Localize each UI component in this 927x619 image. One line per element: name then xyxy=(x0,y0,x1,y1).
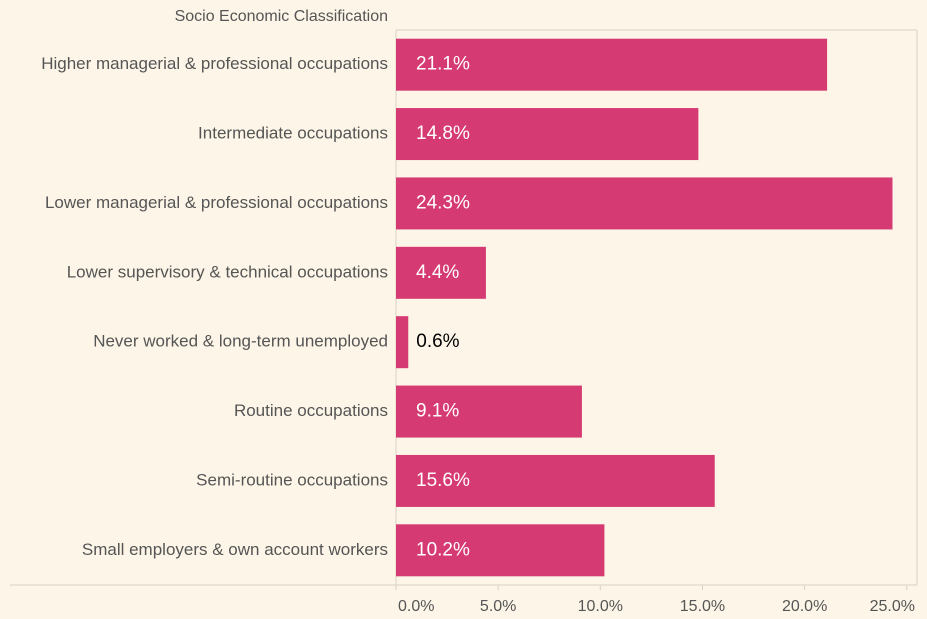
y-axis-title: Socio Economic Classification xyxy=(175,8,388,25)
bar xyxy=(396,524,605,577)
x-tick-label: 15.0% xyxy=(680,598,725,615)
x-tick-label: 0.0% xyxy=(398,598,434,615)
bar xyxy=(396,454,715,507)
data-label: 21.1% xyxy=(416,54,470,75)
data-label: 10.2% xyxy=(416,539,470,560)
y-tick-label: Semi-routine occupations xyxy=(196,470,388,489)
data-label: 24.3% xyxy=(416,192,470,213)
data-label: 15.6% xyxy=(416,470,470,491)
data-label: 4.4% xyxy=(416,262,459,283)
x-tick-label: 10.0% xyxy=(578,598,623,615)
data-label: 9.1% xyxy=(416,401,459,422)
bar xyxy=(396,108,699,161)
y-tick-label: Lower managerial & professional occupati… xyxy=(45,193,388,212)
data-label: 0.6% xyxy=(416,331,459,352)
y-tick-label: Never worked & long-term unemployed xyxy=(93,332,388,351)
bar xyxy=(396,177,893,230)
bar xyxy=(396,246,486,299)
y-tick-label: Small employers & own account workers xyxy=(82,540,388,559)
bar xyxy=(396,316,409,369)
x-tick-label: 25.0% xyxy=(870,598,915,615)
bar xyxy=(396,385,582,438)
x-tick-label: 5.0% xyxy=(480,598,516,615)
y-tick-label: Intermediate occupations xyxy=(198,124,388,143)
bar xyxy=(396,38,828,91)
y-tick-label: Lower supervisory & technical occupation… xyxy=(67,262,388,281)
x-tick-label: 20.0% xyxy=(782,598,827,615)
data-label: 14.8% xyxy=(416,123,470,144)
y-tick-label: Higher managerial & professional occupat… xyxy=(41,54,388,73)
y-tick-label: Routine occupations xyxy=(234,401,388,420)
